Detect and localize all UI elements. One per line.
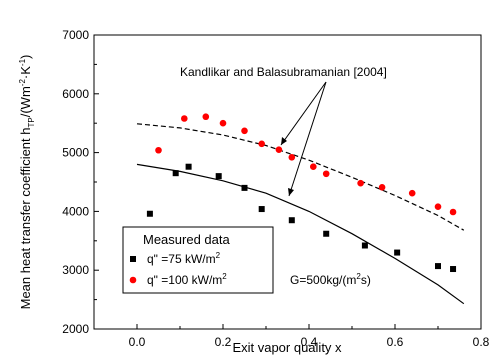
point-q75 [288, 217, 295, 224]
point-q100 [378, 183, 386, 191]
annotation-arrowhead-solid [288, 188, 294, 196]
author-annotation: Kandlikar and Balasubramanian [2004] [180, 65, 387, 79]
legend-box [122, 226, 274, 294]
legend-label-75: q" =75 kW/m2 [147, 251, 221, 266]
point-q75 [215, 173, 222, 180]
legend-title: Measured data [143, 232, 230, 247]
legend-marker-75 [130, 256, 136, 262]
point-q100 [258, 140, 266, 148]
x-tick-label: 0.6 [387, 335, 404, 349]
point-q75 [361, 242, 368, 249]
point-q75 [172, 170, 179, 177]
y-tick-label: 2000 [62, 322, 89, 336]
x-tick-label: 0.8 [473, 335, 490, 349]
point-q75 [323, 230, 330, 237]
point-q100 [449, 208, 457, 216]
point-q100 [357, 179, 364, 187]
y-tick-label: 5000 [62, 146, 89, 160]
predicted-curve-solid [136, 163, 465, 305]
x-axis: 0.0 0.2 0.4 0.6 0.8 [129, 324, 490, 349]
x-tick-label: 0.4 [301, 335, 318, 349]
y-tick-label: 3000 [62, 263, 89, 277]
point-q100 [408, 189, 416, 197]
x-axis-label: Exit vapor quality x [232, 340, 342, 355]
y-tick-label: 7000 [62, 28, 89, 42]
point-q75 [146, 210, 153, 217]
measured-points [146, 113, 457, 273]
y-tick-label: 6000 [62, 87, 89, 101]
annotation-arrowhead-dashed [281, 137, 287, 145]
point-q100 [322, 170, 330, 178]
x-tick-label: 0.0 [129, 335, 146, 349]
condition-label: G=500kg/(m2s) [290, 272, 371, 287]
point-q100 [219, 119, 227, 127]
legend-marker-100 [129, 276, 137, 284]
point-q100 [288, 154, 296, 161]
annotation-arrow-dashed [280, 81, 327, 146]
point-q100 [202, 113, 210, 121]
point-q75 [435, 263, 441, 270]
point-q100 [155, 146, 162, 154]
point-q100 [434, 203, 442, 210]
y-tick-label: 4000 [62, 204, 89, 218]
point-q75 [185, 163, 192, 170]
point-q100 [310, 163, 317, 171]
point-q100 [275, 146, 283, 153]
point-q100 [181, 115, 188, 122]
y-axis-label: Mean heat transfer coefficient hTP/(Wm-2… [18, 55, 36, 310]
prediction-curves [136, 123, 465, 305]
annotation-arrow-solid [288, 81, 327, 197]
legend-label-100: q" =100 kW/m2 [147, 272, 227, 287]
x-tick-label: 0.2 [215, 335, 232, 349]
point-q75 [241, 184, 248, 191]
point-q75 [258, 206, 265, 213]
point-q100 [241, 127, 248, 135]
legend: Measured data q" =75 kW/m2 q" =100 kW/m2 [122, 226, 274, 294]
point-q75 [394, 249, 401, 256]
point-q75 [450, 266, 457, 273]
predicted-curve-dashed [136, 123, 465, 231]
y-axis: 2000 3000 4000 5000 6000 7000 [62, 28, 99, 336]
